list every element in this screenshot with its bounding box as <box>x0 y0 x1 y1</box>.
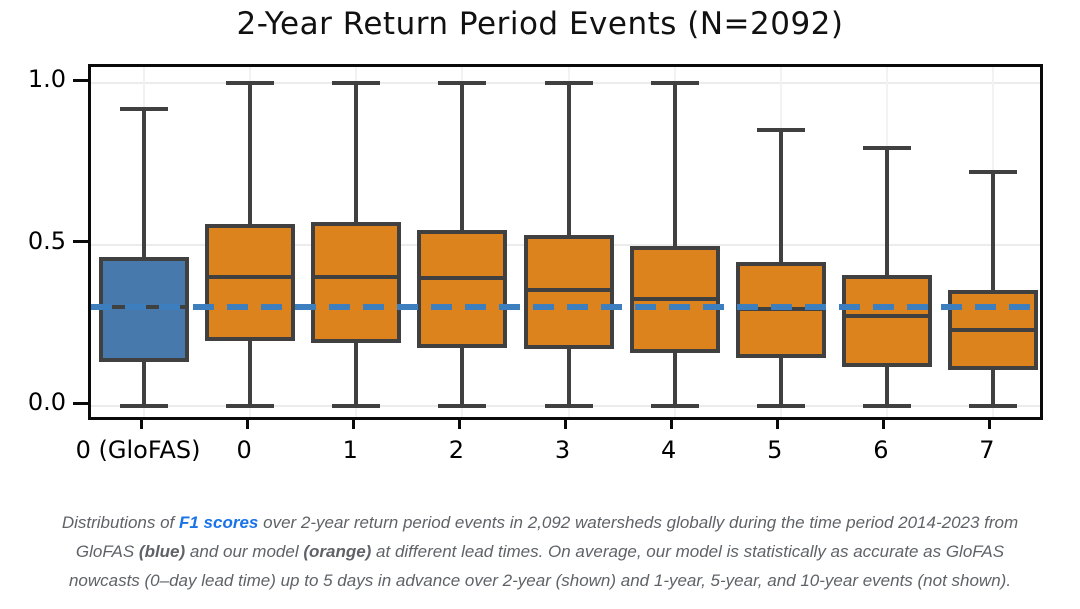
whisker-cap-bottom-6 <box>756 404 805 408</box>
median-2 <box>311 274 402 279</box>
whisker-cap-bottom-8 <box>968 404 1017 408</box>
median-8 <box>947 328 1038 333</box>
y-tick-0.5 <box>73 240 88 243</box>
caption-text-3: and our model <box>185 542 304 561</box>
x-tick-7 <box>882 417 886 429</box>
whisker-lower-5 <box>672 352 677 406</box>
whisker-cap-bottom-4 <box>544 404 593 408</box>
whisker-upper-5 <box>672 83 677 247</box>
box-lead-3 <box>523 234 614 350</box>
caption-bold-blue: (blue) <box>138 542 186 561</box>
x-tick-label-1: 0 <box>236 436 252 464</box>
whisker-upper-2 <box>354 83 359 222</box>
whisker-cap-top-4 <box>544 81 593 85</box>
caption-text-4: at different lead times. On average, our… <box>68 542 1012 590</box>
whisker-cap-bottom-3 <box>438 404 487 408</box>
whisker-lower-8 <box>990 370 995 406</box>
box-lead-0 <box>205 223 296 342</box>
boxplot-plot-area <box>88 64 1043 420</box>
caption-bold-orange: (orange) <box>303 542 372 561</box>
whisker-upper-0 <box>142 108 147 258</box>
whisker-lower-3 <box>460 347 465 406</box>
x-tick-2 <box>351 417 355 429</box>
x-tick-5 <box>670 417 674 429</box>
y-tick-label-0.5: 0.5 <box>27 226 66 255</box>
x-tick-label-4: 3 <box>554 436 571 464</box>
whisker-cap-top-3 <box>438 81 487 85</box>
x-tick-3 <box>457 417 461 429</box>
whisker-upper-3 <box>460 83 465 230</box>
box-lead-2 <box>417 229 508 348</box>
reference-dashed-line <box>91 304 1040 311</box>
whisker-cap-top-2 <box>332 81 381 85</box>
whisker-cap-bottom-2 <box>332 404 381 408</box>
x-tick-label-6: 5 <box>767 436 783 464</box>
whisker-upper-6 <box>778 129 783 263</box>
median-3 <box>417 276 508 281</box>
x-tick-4 <box>564 417 567 429</box>
x-tick-label-8: 7 <box>979 436 995 464</box>
whisker-cap-top-6 <box>756 127 805 132</box>
x-tick-6 <box>776 417 780 429</box>
y-tick-label-0.0: 0.0 <box>27 388 66 416</box>
caption-text-1: Distributions of <box>61 513 179 532</box>
caption-text-2: over 2-year return period events in 2,09… <box>75 513 1019 561</box>
y-tick-1.0 <box>73 78 88 82</box>
whisker-cap-top-7 <box>862 145 911 150</box>
whisker-cap-bottom-5 <box>650 404 699 408</box>
whisker-cap-bottom-1 <box>226 404 275 408</box>
box-lead-1 <box>311 221 402 343</box>
whisker-cap-top-5 <box>650 81 699 85</box>
whisker-cap-top-0 <box>120 106 169 111</box>
figure-caption: Distributions of F1 scores over 2-year r… <box>40 508 1040 595</box>
x-tick-label-0: 0 (GloFAS) <box>75 436 201 464</box>
whisker-cap-top-1 <box>226 81 275 85</box>
y-tick-0.0 <box>73 401 88 405</box>
x-tick-8 <box>988 417 992 429</box>
whisker-lower-7 <box>884 367 889 406</box>
whisker-lower-0 <box>142 362 147 406</box>
x-tick-label-5: 4 <box>660 436 677 464</box>
chart-title: 2-Year Return Period Events (N=2092) <box>236 6 844 42</box>
x-tick-0 <box>139 417 143 429</box>
median-4 <box>523 287 614 292</box>
x-tick-label-7: 6 <box>873 436 889 464</box>
x-tick-label-2: 1 <box>342 436 358 464</box>
median-7 <box>841 313 932 318</box>
x-tick-1 <box>245 417 249 429</box>
whisker-lower-4 <box>566 349 571 406</box>
whisker-upper-8 <box>990 171 995 290</box>
x-tick-label-3: 2 <box>448 436 465 464</box>
y-tick-label-1.0: 1.0 <box>27 65 66 93</box>
whisker-lower-6 <box>778 357 783 406</box>
whisker-upper-1 <box>248 83 253 224</box>
f1-scores-link[interactable]: F1 scores <box>179 513 259 532</box>
whisker-cap-bottom-7 <box>862 404 911 408</box>
median-5 <box>629 297 720 302</box>
whisker-upper-7 <box>884 147 889 276</box>
whisker-upper-4 <box>566 83 571 235</box>
whisker-cap-top-8 <box>968 169 1017 174</box>
box-lead-6 <box>841 275 932 368</box>
whisker-cap-bottom-0 <box>120 404 169 408</box>
whisker-lower-1 <box>248 341 253 406</box>
whisker-lower-2 <box>354 343 359 406</box>
median-1 <box>205 274 296 279</box>
